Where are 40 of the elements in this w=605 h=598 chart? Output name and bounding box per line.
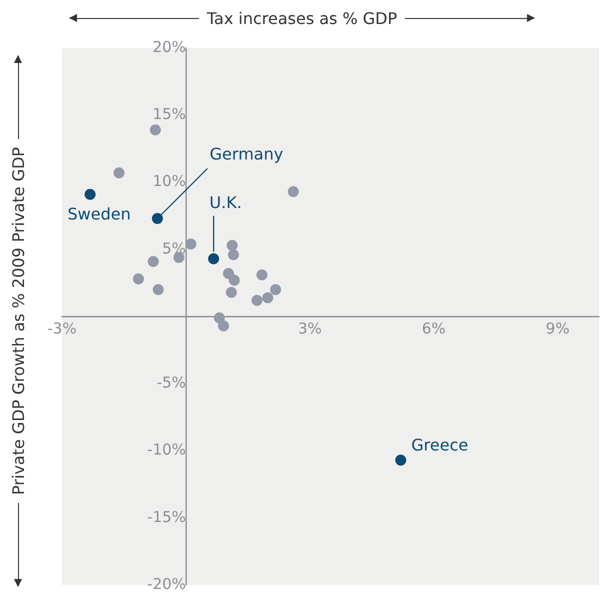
point (256, 269, 268, 280)
point (218, 320, 230, 332)
y-tick-label: 20% (152, 38, 186, 56)
point (148, 256, 159, 267)
y-tick-label: -20% (147, 574, 186, 593)
x-tick-label: 9% (546, 319, 570, 338)
y-axis-title: Private GDP Growth as % 2009 Private GDP (8, 147, 28, 495)
point (114, 167, 125, 178)
point (288, 186, 299, 198)
y-tick-label: 10% (152, 172, 186, 190)
y-tick-label: -5% (156, 374, 186, 392)
point (270, 284, 282, 296)
annotation: U.K. (209, 192, 242, 212)
x-tick-label: -3% (47, 319, 77, 338)
point (150, 124, 161, 136)
y-tick-label: 5% (162, 239, 186, 258)
point (251, 294, 262, 306)
annotation: Sweden (67, 204, 131, 224)
point (228, 249, 239, 260)
x-tick-label: 3% (298, 319, 322, 338)
y-tick-label: -15% (147, 508, 186, 526)
y-tick-label: 15% (152, 105, 186, 124)
point (262, 292, 274, 304)
point (84, 188, 96, 200)
point (226, 286, 237, 298)
point (152, 213, 163, 224)
annotation: Greece (411, 435, 468, 454)
point (228, 274, 240, 286)
annotation: Germany (210, 144, 284, 164)
y-tick-label: -10% (147, 440, 186, 459)
point (395, 454, 406, 466)
point (222, 268, 234, 280)
point (226, 240, 238, 251)
point (214, 312, 225, 324)
x-tick-label: 6% (422, 319, 446, 338)
point (132, 273, 144, 284)
point (208, 253, 220, 264)
point (185, 238, 196, 250)
point (152, 284, 164, 296)
x-axis-title: Tax increases as % GDP (206, 8, 398, 28)
